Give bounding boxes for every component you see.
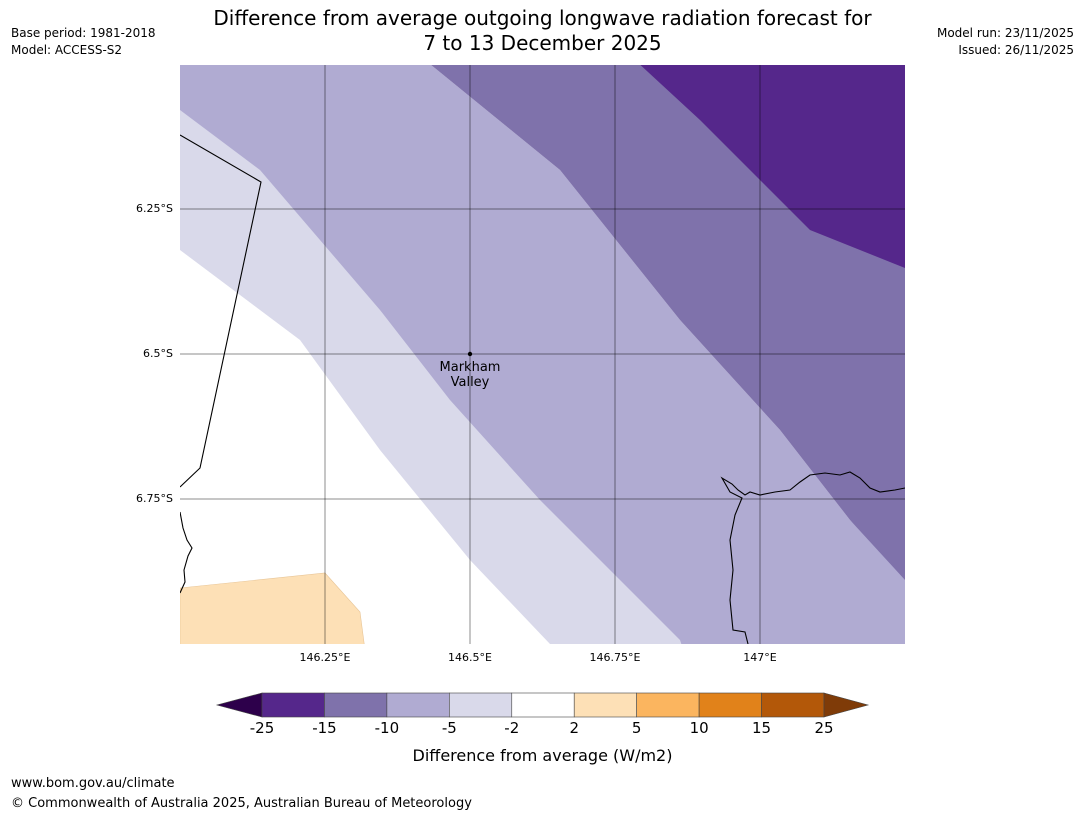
colorbar-tick-label: 10 xyxy=(689,719,709,737)
title-line-1: Difference from average outgoing longwav… xyxy=(213,6,872,30)
coastline-west xyxy=(180,511,193,594)
colorbar-tick-label: 2 xyxy=(569,719,579,737)
colorbar-cell xyxy=(573,692,637,718)
colorbar-tick-label: 5 xyxy=(631,719,642,737)
colorbar-tick-label: -2 xyxy=(504,719,520,737)
colorbar-cell xyxy=(698,692,762,718)
colorbar-cell xyxy=(449,692,513,718)
colorbar-tick-label: -5 xyxy=(441,719,457,737)
colorbar-tick-label: -10 xyxy=(374,719,400,737)
coastline-east xyxy=(720,471,905,644)
footer-copyright: © Commonwealth of Australia 2025, Austra… xyxy=(11,796,472,811)
border-line xyxy=(180,134,262,488)
lat-tick-label: 6.25°S xyxy=(136,202,173,215)
colorbar-under-triangle xyxy=(215,692,263,718)
band-minus5-to-minus10 xyxy=(180,65,905,644)
lat-tick-label: 6.75°S xyxy=(136,492,173,505)
place-label-line-1: Markham xyxy=(439,360,501,375)
issued-text: Issued: 26/11/2025 xyxy=(958,43,1074,57)
colorbar-label: Difference from average (W/m2) xyxy=(412,746,673,765)
colorbar-over-triangle xyxy=(823,692,870,718)
colorbar-cell xyxy=(761,692,825,718)
band-plus2-to-plus5 xyxy=(180,572,365,644)
lon-tick-label: 147°E xyxy=(743,651,777,664)
map-title: Difference from average outgoing longwav… xyxy=(0,6,1085,56)
lat-tick-label: 6.5°S xyxy=(143,347,173,360)
colorbar-cell xyxy=(511,692,575,718)
model-run-text: Model run: 23/11/2025 xyxy=(936,26,1074,40)
colorbar-tick-label: 25 xyxy=(814,719,834,737)
lon-tick-label: 146.75°E xyxy=(589,651,641,664)
base-period-text: Base period: 1981-2018 xyxy=(11,26,156,40)
colorbar-tick-label: -15 xyxy=(312,719,337,737)
model-text: Model: ACCESS-S2 xyxy=(11,43,123,57)
band-minus15-to-minus25 xyxy=(640,65,905,268)
colorbar-cell xyxy=(324,692,388,718)
lon-tick-label: 146.25°E xyxy=(299,651,351,664)
colorbar-cell xyxy=(261,692,325,718)
colorbar-tick-label: -25 xyxy=(249,719,275,737)
colorbar-cell xyxy=(636,692,700,718)
title-line-2: 7 to 13 December 2025 xyxy=(423,31,662,55)
markham-valley-marker xyxy=(467,351,473,357)
footer-url: www.bom.gov.au/climate xyxy=(11,776,175,791)
colorbar-cell xyxy=(386,692,450,718)
place-label: Markham Valley xyxy=(420,360,520,390)
colorbar-tick-label: 15 xyxy=(752,719,772,737)
lon-tick-label: 146.5°E xyxy=(448,651,492,664)
place-label-line-2: Valley xyxy=(450,375,490,390)
